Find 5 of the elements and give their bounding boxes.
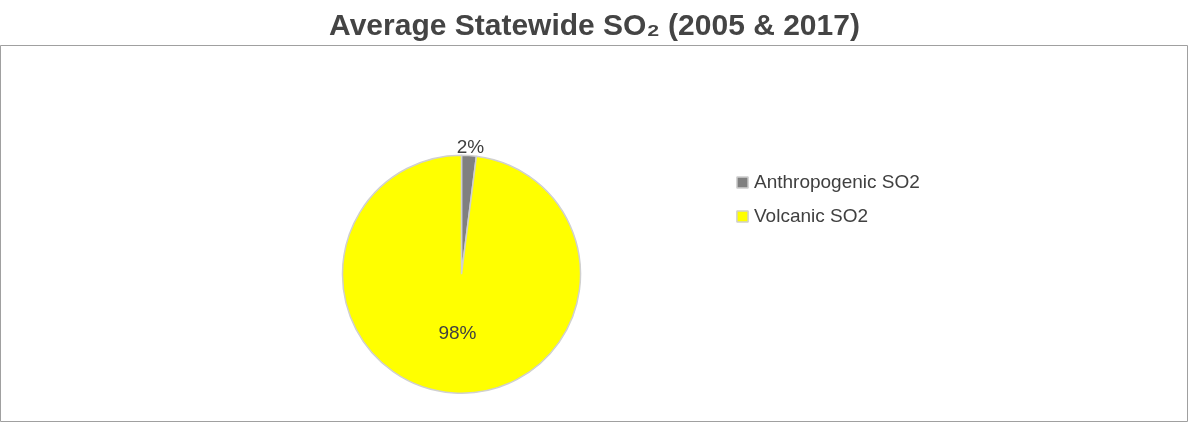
data-label: 98% (438, 322, 477, 344)
data-label: 2% (456, 136, 485, 158)
legend-label: Anthropogenic SO2 (754, 171, 920, 193)
legend-label: Volcanic SO2 (754, 205, 869, 227)
chart-title: Average Statewide SO₂ (2005 & 2017) (329, 7, 860, 41)
